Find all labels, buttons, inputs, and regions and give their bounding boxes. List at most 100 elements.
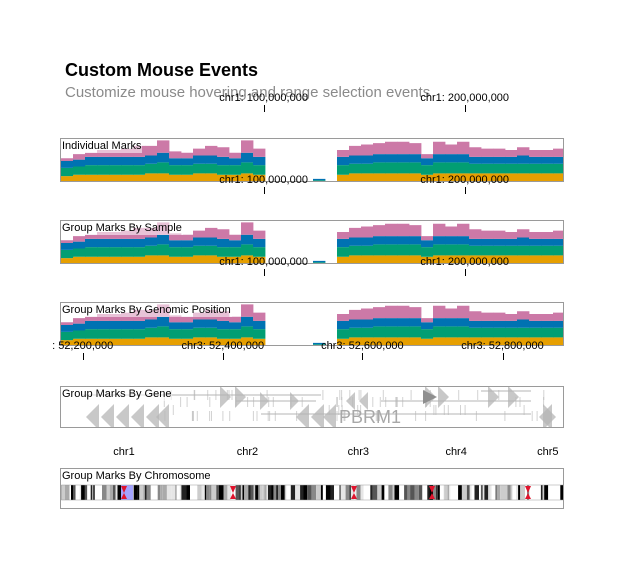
bar-segment[interactable] [205, 319, 218, 328]
bar-segment[interactable] [169, 329, 182, 339]
bar-segment[interactable] [421, 318, 434, 323]
bar-segment[interactable] [193, 237, 206, 246]
bar-segment[interactable] [61, 322, 74, 325]
bar-segment[interactable] [469, 337, 482, 346]
bar-segment[interactable] [205, 173, 218, 182]
bar-segment[interactable] [217, 329, 230, 339]
bar-segment[interactable] [421, 236, 434, 241]
bar-segment[interactable] [253, 156, 266, 166]
bar-segment[interactable] [553, 255, 564, 264]
bar-segment[interactable] [61, 176, 74, 182]
bar-segment[interactable] [529, 163, 542, 174]
bar-segment[interactable] [469, 147, 482, 157]
bar-segment[interactable] [445, 236, 458, 245]
bar-segment[interactable] [409, 225, 422, 237]
bar-segment[interactable] [337, 314, 350, 321]
bar-segment[interactable] [385, 154, 398, 163]
bar-segment[interactable] [457, 236, 470, 245]
bar-segment[interactable] [145, 255, 158, 264]
bar-segment[interactable] [517, 327, 530, 338]
bar-segment[interactable] [193, 245, 206, 256]
bar-segment[interactable] [505, 327, 518, 338]
bar-segment[interactable] [337, 232, 350, 239]
bar-segment[interactable] [397, 337, 410, 346]
bar-segment[interactable] [469, 320, 482, 328]
bar-segment[interactable] [541, 156, 554, 164]
bar-segment[interactable] [421, 240, 434, 248]
bar-segment[interactable] [337, 338, 350, 346]
bar-segment[interactable] [517, 255, 530, 264]
bar-segment[interactable] [409, 326, 422, 338]
bar-segment[interactable] [157, 244, 170, 256]
bar-segment[interactable] [85, 316, 98, 321]
bar-segment[interactable] [481, 255, 494, 264]
bar-segment[interactable] [97, 314, 110, 321]
bar-segment[interactable] [409, 162, 422, 174]
bar-segment[interactable] [205, 155, 218, 164]
bar-segment[interactable] [469, 238, 482, 246]
bar-segment[interactable] [541, 314, 554, 321]
bar-segment[interactable] [205, 145, 218, 156]
bar-segment[interactable] [109, 156, 122, 166]
bar-segment[interactable] [157, 234, 170, 245]
bar-segment[interactable] [349, 309, 362, 320]
bar-segment[interactable] [385, 318, 398, 327]
bar-segment[interactable] [373, 318, 386, 327]
bar-segment[interactable] [529, 232, 542, 239]
bar-segment[interactable] [73, 166, 86, 175]
bar-segment[interactable] [469, 255, 482, 264]
bar-segment[interactable] [385, 326, 398, 338]
bar-segment[interactable] [85, 174, 98, 182]
bar-segment[interactable] [169, 174, 182, 182]
bar-segment[interactable] [145, 327, 158, 338]
bar-segment[interactable] [313, 178, 326, 181]
bar-segment[interactable] [73, 174, 86, 182]
bar-segment[interactable] [445, 244, 458, 256]
bar-segment[interactable] [361, 327, 374, 338]
bar-segment[interactable] [97, 338, 110, 346]
bar-segment[interactable] [109, 256, 122, 264]
bar-segment[interactable] [121, 338, 134, 346]
bar-segment[interactable] [157, 140, 170, 153]
bar-segment[interactable] [157, 326, 170, 338]
bar-segment[interactable] [445, 162, 458, 174]
bar-segment[interactable] [133, 238, 146, 248]
bar-segment[interactable] [433, 173, 446, 182]
bar-segment[interactable] [181, 247, 194, 257]
bar-segment[interactable] [229, 256, 242, 264]
bar-segment[interactable] [493, 238, 506, 246]
bar-segment[interactable] [517, 337, 530, 346]
bar-segment[interactable] [337, 320, 350, 330]
bar-segment[interactable] [193, 255, 206, 264]
bar-segment[interactable] [121, 174, 134, 182]
bar-segment[interactable] [73, 154, 86, 160]
bar-segment[interactable] [397, 244, 410, 256]
bar-segment[interactable] [493, 156, 506, 164]
bar-segment[interactable] [373, 154, 386, 163]
bar-segment[interactable] [85, 238, 98, 248]
bar-segment[interactable] [541, 255, 554, 264]
bar-segment[interactable] [373, 255, 386, 264]
bar-segment[interactable] [397, 154, 410, 163]
bar-segment[interactable] [505, 150, 518, 157]
bar-segment[interactable] [433, 141, 446, 155]
bar-segment[interactable] [553, 327, 564, 338]
track-group-by-gene[interactable]: Group Marks By Gene PBRM1 [60, 386, 564, 428]
bar-segment[interactable] [397, 223, 410, 237]
bar-segment[interactable] [349, 227, 362, 238]
bar-segment[interactable] [433, 318, 446, 327]
bar-segment[interactable] [241, 255, 254, 264]
bar-segment[interactable] [421, 165, 434, 175]
bar-segment[interactable] [469, 245, 482, 256]
bar-segment[interactable] [241, 162, 254, 174]
bar-segment[interactable] [181, 165, 194, 175]
bar-segment[interactable] [253, 312, 266, 321]
bar-segment[interactable] [61, 158, 74, 161]
bar-segment[interactable] [373, 143, 386, 155]
bar-segment[interactable] [61, 167, 74, 177]
bar-segment[interactable] [217, 247, 230, 257]
bar-segment[interactable] [397, 141, 410, 155]
bar-segment[interactable] [493, 230, 506, 239]
bar-segment[interactable] [229, 329, 242, 339]
bar-segment[interactable] [505, 163, 518, 174]
